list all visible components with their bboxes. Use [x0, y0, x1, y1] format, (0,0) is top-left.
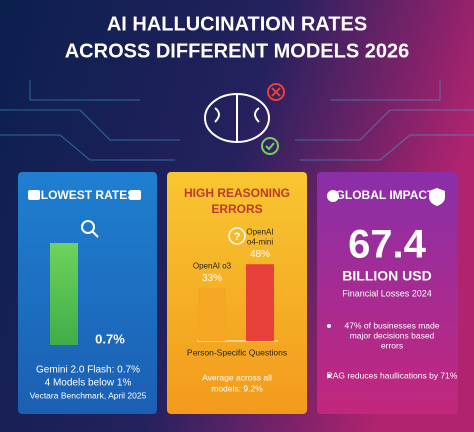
robot-icons: [28, 188, 445, 206]
bullet-line: errors: [381, 340, 403, 350]
bar-label: 33%: [202, 273, 222, 284]
sub: Financial Losses 2024: [342, 288, 432, 298]
panel-line: Vectara Benchmark, April 2025: [30, 390, 147, 400]
bar: [246, 264, 274, 341]
big-number: 67.4: [348, 223, 427, 267]
title: ACROSS DIFFERENT MODELS 2026: [65, 40, 410, 62]
unit: BILLION USD: [342, 268, 431, 284]
panel-heading: LOWEST RATES: [41, 188, 135, 202]
caption: Person-Specific Questions: [187, 347, 287, 357]
search-icon: [81, 220, 99, 238]
bar: [198, 288, 226, 341]
bullet-line: RAG reduces haullications by 71%: [327, 370, 458, 380]
bullet-line: major decisions based: [350, 330, 435, 340]
bullet-dot: [327, 324, 331, 328]
title: AI HALLUCINATION RATES: [107, 13, 367, 35]
panel-heading: HIGH REASONING: [184, 186, 290, 200]
value-label: 0.7%: [95, 331, 125, 346]
panel-heading: ERRORS: [211, 202, 262, 216]
question-mark: ?: [234, 231, 241, 243]
bar-name: o4-mini: [247, 237, 273, 246]
question-icon: [228, 227, 246, 245]
bullet-dot: [327, 374, 331, 378]
bar-name: OpenAI o3: [193, 261, 232, 270]
bar-name: OpenAI: [246, 227, 273, 236]
note: models: 9.2%: [211, 383, 263, 393]
green-bar: [50, 243, 78, 345]
bullet-line: 47% of businesses made: [345, 320, 440, 330]
circuit-lines: [0, 80, 474, 161]
panel-line: 4 Models below 1%: [45, 378, 132, 389]
panel-impact: [317, 172, 458, 414]
bar-label: 48%: [250, 249, 270, 260]
brain-icon: [204, 83, 285, 155]
panel-lowest: [18, 172, 157, 414]
panel-reasoning: [167, 172, 307, 414]
panel-line: Gemini 2.0 Flash: 0.7%: [36, 365, 140, 376]
panel-heading: GLOBAL IMPACT: [336, 188, 436, 202]
note: Average across all: [202, 372, 272, 382]
